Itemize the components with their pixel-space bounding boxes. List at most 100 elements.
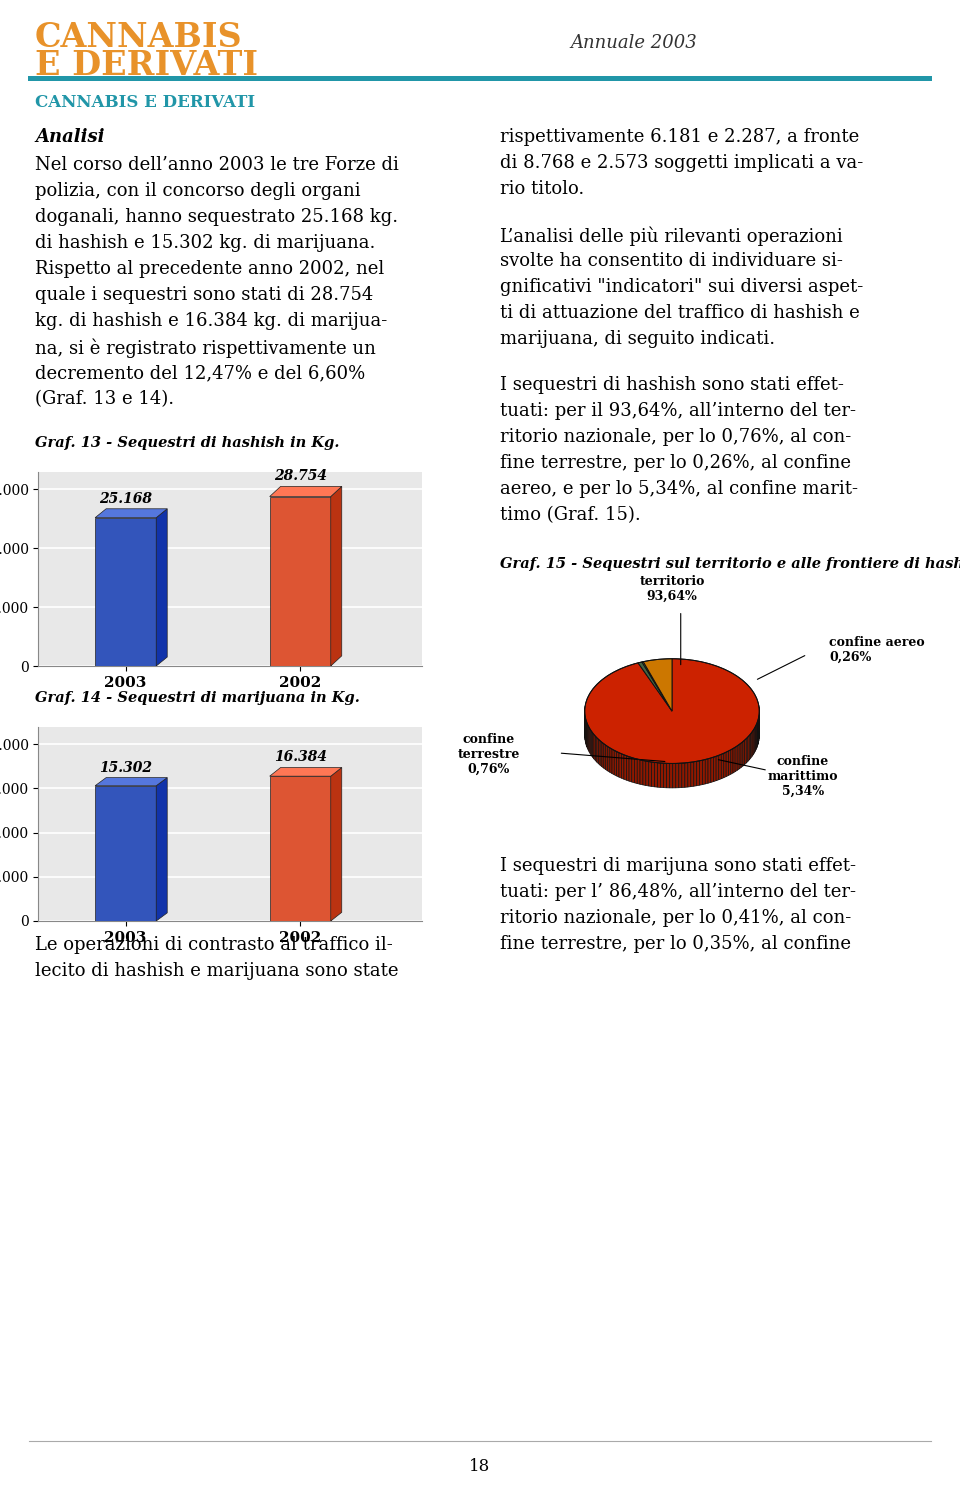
Polygon shape xyxy=(729,749,731,775)
Text: confine
terrestre
0,76%: confine terrestre 0,76% xyxy=(458,733,520,776)
Text: ritorio nazionale, per lo 0,41%, al con-: ritorio nazionale, per lo 0,41%, al con- xyxy=(500,910,852,928)
Polygon shape xyxy=(735,747,737,772)
Polygon shape xyxy=(604,744,606,769)
Text: marijuana, di seguito indicati.: marijuana, di seguito indicati. xyxy=(500,331,775,349)
Text: Nel corso dell’anno 2003 le tre Forze di: Nel corso dell’anno 2003 le tre Forze di xyxy=(35,156,398,174)
Polygon shape xyxy=(751,732,752,758)
Text: Annuale 2003: Annuale 2003 xyxy=(570,34,697,52)
Polygon shape xyxy=(638,661,672,711)
Polygon shape xyxy=(700,760,703,785)
Text: tuati: per l’ 86,48%, all’interno del ter-: tuati: per l’ 86,48%, all’interno del te… xyxy=(500,883,856,901)
Text: di 8.768 e 2.573 soggetti implicati a va-: di 8.768 e 2.573 soggetti implicati a va… xyxy=(500,154,863,172)
Polygon shape xyxy=(741,742,743,767)
Text: confine
marittimo
5,34%: confine marittimo 5,34% xyxy=(768,755,838,797)
Polygon shape xyxy=(649,761,652,787)
Polygon shape xyxy=(621,754,624,779)
Text: Le operazioni di contrasto al traffico il-: Le operazioni di contrasto al traffico i… xyxy=(35,936,393,954)
Polygon shape xyxy=(745,739,746,764)
Polygon shape xyxy=(708,758,710,784)
Polygon shape xyxy=(663,763,666,788)
Polygon shape xyxy=(753,729,755,755)
Polygon shape xyxy=(643,760,646,785)
Polygon shape xyxy=(632,757,635,782)
Polygon shape xyxy=(629,757,632,782)
Text: Graf. 13 - Sequestri di hashish in Kg.: Graf. 13 - Sequestri di hashish in Kg. xyxy=(35,435,340,450)
Polygon shape xyxy=(331,767,342,922)
Polygon shape xyxy=(635,758,637,784)
Text: 16.384: 16.384 xyxy=(274,751,326,764)
Text: quale i sequestri sono stati di 28.754: quale i sequestri sono stati di 28.754 xyxy=(35,286,373,304)
Bar xyxy=(270,497,331,666)
Polygon shape xyxy=(746,738,748,763)
Text: confine aereo
0,26%: confine aereo 0,26% xyxy=(829,636,924,664)
Text: fine terrestre, per lo 0,35%, al confine: fine terrestre, per lo 0,35%, al confine xyxy=(500,935,851,953)
Text: timo (Graf. 15).: timo (Graf. 15). xyxy=(500,506,640,524)
Polygon shape xyxy=(749,735,751,760)
Text: rispettivamente 6.181 e 2.287, a fronte: rispettivamente 6.181 e 2.287, a fronte xyxy=(500,129,859,147)
Polygon shape xyxy=(755,727,756,752)
Text: I sequestri di marijuna sono stati effet-: I sequestri di marijuna sono stati effet… xyxy=(500,857,856,875)
Polygon shape xyxy=(156,778,167,922)
Polygon shape xyxy=(589,729,590,754)
Bar xyxy=(28,76,932,81)
Polygon shape xyxy=(594,735,595,760)
Polygon shape xyxy=(156,509,167,666)
Text: tuati: per il 93,64%, all’interno del ter-: tuati: per il 93,64%, all’interno del te… xyxy=(500,402,856,420)
Polygon shape xyxy=(670,763,673,788)
Text: Graf. 15 - Sequestri sul territorio e alle frontiere di hashish.: Graf. 15 - Sequestri sul territorio e al… xyxy=(500,557,960,571)
Bar xyxy=(270,776,331,922)
Polygon shape xyxy=(724,752,726,778)
Text: Graf. 14 - Sequestri di marijuana in Kg.: Graf. 14 - Sequestri di marijuana in Kg. xyxy=(35,691,360,705)
Polygon shape xyxy=(716,755,719,781)
Polygon shape xyxy=(691,761,694,787)
Polygon shape xyxy=(598,739,600,766)
Polygon shape xyxy=(719,754,721,779)
Polygon shape xyxy=(331,486,342,666)
Polygon shape xyxy=(600,741,602,767)
Bar xyxy=(95,518,156,666)
Text: gnificativi "indicatori" sui diversi aspet-: gnificativi "indicatori" sui diversi asp… xyxy=(500,278,863,296)
Text: rio titolo.: rio titolo. xyxy=(500,180,585,197)
Polygon shape xyxy=(706,758,708,784)
Polygon shape xyxy=(627,755,629,781)
Polygon shape xyxy=(739,744,741,769)
Text: 15.302: 15.302 xyxy=(99,760,153,775)
Polygon shape xyxy=(752,730,753,757)
Polygon shape xyxy=(597,738,598,764)
Polygon shape xyxy=(721,754,724,779)
Text: ritorio nazionale, per lo 0,76%, al con-: ritorio nazionale, per lo 0,76%, al con- xyxy=(500,428,852,446)
Polygon shape xyxy=(642,661,672,711)
Polygon shape xyxy=(679,763,682,788)
Polygon shape xyxy=(684,763,687,787)
Polygon shape xyxy=(713,757,716,781)
Polygon shape xyxy=(726,751,729,776)
Text: (Graf. 13 e 14).: (Graf. 13 e 14). xyxy=(35,390,174,408)
Polygon shape xyxy=(743,741,745,766)
Polygon shape xyxy=(676,763,679,788)
Text: Rispetto al precedente anno 2002, nel: Rispetto al precedente anno 2002, nel xyxy=(35,260,384,278)
Polygon shape xyxy=(682,763,684,787)
Polygon shape xyxy=(748,736,749,761)
Polygon shape xyxy=(673,763,676,788)
Text: I sequestri di hashish sono stati effet-: I sequestri di hashish sono stati effet- xyxy=(500,375,844,393)
Text: doganali, hanno sequestrato 25.168 kg.: doganali, hanno sequestrato 25.168 kg. xyxy=(35,208,398,226)
Polygon shape xyxy=(666,763,670,788)
Text: lecito di hashish e marijuana sono state: lecito di hashish e marijuana sono state xyxy=(35,962,398,980)
Polygon shape xyxy=(614,751,616,776)
Polygon shape xyxy=(697,761,700,785)
Polygon shape xyxy=(710,757,713,782)
Polygon shape xyxy=(616,751,619,776)
Text: Analisi: Analisi xyxy=(35,129,105,147)
Polygon shape xyxy=(687,763,691,787)
Polygon shape xyxy=(655,763,658,787)
Polygon shape xyxy=(731,748,733,775)
Polygon shape xyxy=(703,760,706,784)
Text: aereo, e per lo 5,34%, al confine marit-: aereo, e per lo 5,34%, al confine marit- xyxy=(500,480,858,498)
Text: ti di attuazione del traffico di hashish e: ti di attuazione del traffico di hashish… xyxy=(500,304,860,322)
Polygon shape xyxy=(270,767,342,776)
Polygon shape xyxy=(643,658,672,711)
Polygon shape xyxy=(95,509,167,518)
Text: territorio
93,64%: territorio 93,64% xyxy=(639,574,705,603)
Polygon shape xyxy=(592,733,594,758)
Text: polizia, con il concorso degli organi: polizia, con il concorso degli organi xyxy=(35,183,361,200)
